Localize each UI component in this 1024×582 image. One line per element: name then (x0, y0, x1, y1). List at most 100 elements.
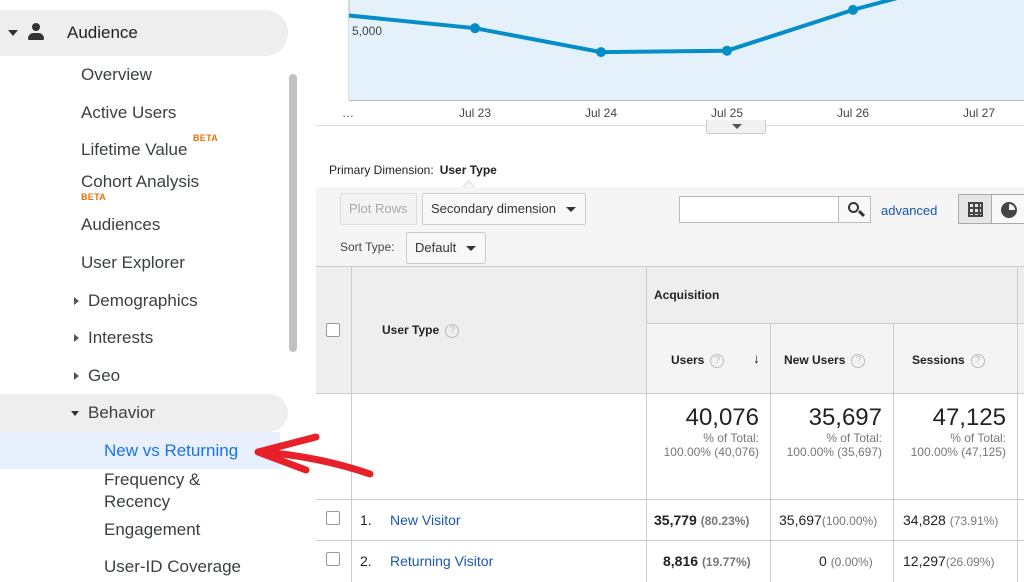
sidebar-item-frequency-recency[interactable]: Frequency & Recency (104, 470, 200, 512)
total-sessions-value: 47,125 (932, 404, 1006, 431)
table-border (316, 499, 1024, 500)
primary-dimension: Primary Dimension: User Type (329, 163, 497, 177)
sort-desc-arrow-icon[interactable]: ↓ (753, 350, 760, 366)
metric-header-row (646, 323, 1024, 393)
sidebar-item-label: User-ID Coverage (104, 557, 241, 576)
chart-area-fill (349, 0, 979, 100)
table-border (893, 323, 894, 582)
pct-label: % of Total: (950, 431, 1006, 445)
sort-type-label: Sort Type: (340, 240, 395, 254)
chart-x-tick-label: … (342, 106, 354, 120)
table-border (646, 266, 647, 582)
column-header-label: Users (671, 353, 705, 367)
sidebar-item-user-explorer[interactable]: User Explorer (81, 253, 185, 273)
chart: 5,000 … Jul 23 Jul 24 Jul 25 Jul 26 Jul … (316, 0, 1024, 150)
cell-sessions: 34,828 (73.91%) (903, 512, 998, 528)
beta-badge: BETA (81, 192, 107, 202)
table-border (351, 266, 352, 582)
help-icon[interactable]: ? (445, 323, 460, 338)
pie-chart-icon (1001, 202, 1017, 218)
row-checkbox[interactable] (326, 552, 340, 566)
row-number: 1. (360, 512, 372, 528)
sidebar-item-audiences[interactable]: Audiences (81, 215, 160, 235)
chart-svg (316, 0, 1024, 126)
sidebar-item-label: Interests (88, 328, 154, 347)
row-link-returning-visitor[interactable]: Returning Visitor (390, 553, 494, 569)
sidebar-item-label: Overview (81, 65, 152, 84)
new-users-column-header[interactable]: New Users? (784, 353, 866, 368)
help-icon[interactable]: ? (851, 353, 866, 368)
sidebar-section-audience[interactable]: Audience (0, 10, 288, 56)
sidebar: Audience Overview Active Users Lifetime … (0, 0, 316, 582)
table-view-button[interactable] (958, 194, 992, 224)
cell-value: 35,779 (654, 512, 697, 528)
table-border (1017, 266, 1018, 582)
table-border (770, 323, 771, 582)
chart-data-point[interactable] (722, 45, 732, 56)
cell-value: 12,297 (903, 553, 946, 569)
search-input[interactable] (679, 196, 839, 223)
data-table: User Type? Acquisition Users? ↓ New User… (316, 266, 1024, 582)
pct-value: 100.00% (40,076) (663, 445, 759, 459)
sidebar-item-lifetime-value[interactable]: Lifetime Value BETA (81, 133, 218, 160)
row-number: 2. (360, 553, 372, 569)
sidebar-item-overview[interactable]: Overview (81, 65, 152, 85)
sidebar-scrollbar[interactable] (289, 74, 297, 352)
sidebar-item-interests[interactable]: Interests (74, 328, 154, 348)
sidebar-item-label: Recency (104, 492, 171, 511)
row-link-new-visitor[interactable]: New Visitor (390, 512, 461, 528)
sidebar-item-behavior[interactable]: Behavior (0, 394, 288, 432)
select-all-checkbox[interactable] (326, 323, 340, 337)
users-column-header[interactable]: Users? (671, 353, 725, 368)
sessions-column-header[interactable]: Sessions? (912, 353, 985, 368)
advanced-filter-link[interactable]: advanced (881, 203, 938, 218)
total-users-pct: % of Total: 100.00% (40,076) (646, 431, 759, 459)
caret-down-icon (71, 411, 79, 416)
row-checkbox[interactable] (326, 511, 340, 525)
primary-dimension-label: Primary Dimension: (329, 163, 434, 177)
sort-type-dropdown[interactable]: Default (406, 232, 486, 264)
view-toggle-group (958, 194, 1024, 224)
chart-data-point[interactable] (848, 4, 858, 15)
sidebar-item-label: Engagement (104, 520, 201, 539)
chart-x-tick-label: Jul 27 (962, 106, 996, 120)
sidebar-item-cohort-analysis[interactable]: Cohort Analysis BETA (81, 172, 199, 202)
help-icon[interactable]: ? (710, 353, 725, 368)
cell-pct: (19.77%) (701, 555, 751, 569)
sidebar-item-behavior-label-wrap: Behavior (71, 403, 155, 423)
search-button[interactable] (838, 196, 871, 223)
cell-pct: (100.00%) (821, 514, 878, 528)
user-type-header[interactable]: User Type? (382, 323, 460, 338)
plot-rows-button[interactable]: Plot Rows (340, 193, 417, 225)
caret-right-icon (74, 372, 79, 380)
help-icon[interactable]: ? (970, 353, 985, 368)
sidebar-item-new-vs-returning[interactable]: New vs Returning (0, 432, 280, 469)
chart-data-point[interactable] (596, 47, 606, 58)
pie-view-button[interactable] (991, 194, 1024, 224)
cell-pct: (0.00%) (830, 555, 873, 569)
cell-new-users: 35,697(100.00%) (779, 512, 877, 528)
grid-icon (968, 202, 983, 217)
sidebar-section-label: Audience (67, 23, 138, 42)
primary-dimension-value[interactable]: User Type (439, 163, 497, 177)
search-icon (848, 202, 859, 213)
pct-value: 100.00% (35,697) (786, 445, 882, 459)
caret-right-icon (74, 297, 79, 305)
sidebar-item-demographics[interactable]: Demographics (74, 291, 198, 311)
table-toolbar: Plot Rows Secondary dimension Sort Type:… (316, 187, 1024, 267)
sidebar-item-geo[interactable]: Geo (74, 366, 120, 386)
total-users-value: 40,076 (685, 404, 759, 431)
secondary-dimension-dropdown[interactable]: Secondary dimension (422, 193, 586, 225)
sidebar-item-label: User Explorer (81, 253, 185, 272)
sidebar-item-user-id-coverage[interactable]: User-ID Coverage (104, 557, 241, 577)
sidebar-item-active-users[interactable]: Active Users (81, 103, 176, 123)
sidebar-item-label: Lifetime Value (81, 140, 188, 159)
cell-sessions: 12,297(26.09%) (903, 553, 995, 569)
chart-data-point[interactable] (470, 23, 480, 34)
total-new-users-pct: % of Total: 100.00% (35,697) (770, 431, 882, 459)
column-header-label: New Users (784, 353, 846, 367)
pct-value: 100.00% (47,125) (910, 445, 1006, 459)
table-border (316, 393, 1024, 394)
sidebar-item-engagement[interactable]: Engagement (104, 520, 200, 540)
chart-collapse-toggle[interactable] (706, 120, 766, 134)
